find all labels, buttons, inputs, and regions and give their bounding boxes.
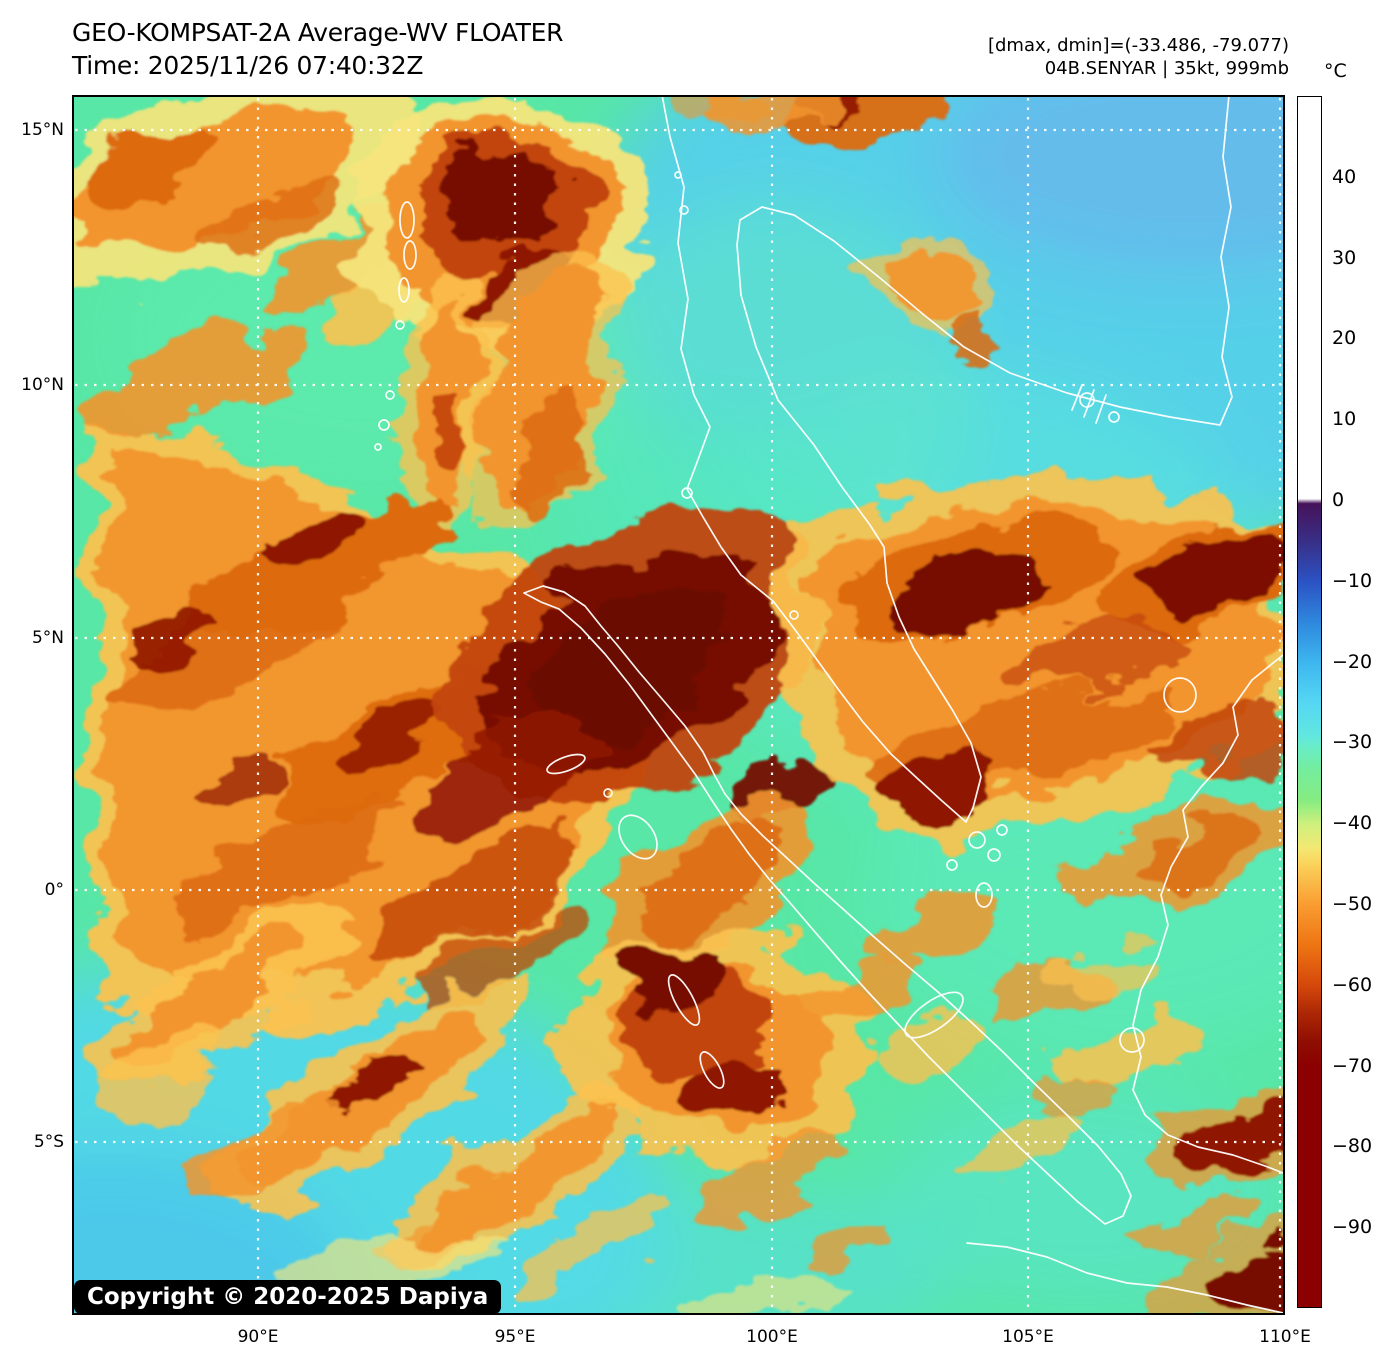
island-riau-4 (996, 824, 1008, 836)
dmax-dmin-readout: [dmax, dmin]=(-33.486, -79.077) (987, 35, 1289, 56)
colorbar-tick-label: −40 (1332, 812, 1373, 835)
latitude-label: 15°N (21, 120, 64, 140)
imagery-layers (72, 95, 1285, 1315)
colorbar-tick-label: −70 (1332, 1054, 1373, 1077)
coastline-malay-peninsula-indochina (661, 95, 1233, 823)
colorbar-tick-label: −90 (1332, 1216, 1373, 1239)
island-phuket (681, 487, 693, 499)
island-penang (789, 610, 799, 620)
colorbar-tick-label: 0 (1332, 489, 1345, 511)
latitude-label: 5°S (33, 1132, 64, 1152)
colorbar-tick-label: 30 (1332, 246, 1357, 269)
colorbar-tick-label: 10 (1332, 408, 1357, 431)
island-andaman-4 (395, 320, 405, 330)
coastline-sumatra (523, 585, 1132, 1225)
island-simeulue (546, 753, 586, 775)
colorbar-unit-label: °C (1324, 60, 1347, 82)
island-myanmar-1 (674, 171, 682, 179)
longitude-label: 90°E (237, 1327, 279, 1347)
colorbar-tick-label: −50 (1332, 893, 1373, 915)
island-myanmar-2 (679, 205, 689, 215)
longitude-label: 105°E (1002, 1327, 1054, 1347)
island-nias (618, 814, 658, 860)
longitude-label: 95°E (494, 1327, 536, 1347)
island-riau-2 (987, 848, 1001, 862)
colorbar-tick-label: −20 (1332, 650, 1373, 673)
satellite-map (72, 95, 1285, 1315)
island-lingga (975, 882, 993, 908)
annotation-block: [dmax, dmin]=(-33.486, -79.077) 04B.SENY… (988, 34, 1289, 80)
island-belitung (1119, 1027, 1145, 1053)
colorbar (1297, 96, 1322, 1308)
page-title: GEO-KOMPSAT-2A Average-WV FLOATER (72, 18, 564, 47)
island-riau-3 (946, 859, 958, 871)
latitude-label: 10°N (21, 375, 64, 395)
island-andaman-2 (403, 240, 417, 270)
colorbar-tick-label: −80 (1332, 1135, 1373, 1158)
mekong-delta-channels (1071, 384, 1107, 424)
island-banyak (603, 788, 613, 798)
latitude-label: 0° (44, 880, 64, 900)
timestamp: Time: 2025/11/26 07:40:32Z (72, 51, 424, 80)
island-nicobar-2 (378, 419, 390, 431)
island-nicobar-1 (385, 390, 395, 400)
island-andaman-3 (398, 277, 410, 303)
colorbar-tick-label: −30 (1332, 731, 1373, 754)
island-riau-1 (968, 831, 986, 849)
cloud-field (72, 95, 1285, 1315)
colorbar-tick-label: −60 (1332, 973, 1373, 996)
island-con-dao (1108, 411, 1120, 423)
copyright-badge: Copyright © 2020-2025 Dapiya (74, 1280, 502, 1314)
island-mentawai-2 (699, 1051, 725, 1089)
title-block: GEO-KOMPSAT-2A Average-WV FLOATER Time: … (72, 16, 563, 82)
island-nicobar-3 (374, 443, 382, 451)
colorbar-tick-label: 40 (1332, 165, 1357, 188)
coastlines (374, 95, 1284, 1314)
longitude-label: 100°E (746, 1327, 798, 1347)
coastline-borneo (1132, 654, 1284, 1174)
map-border (72, 95, 1285, 1315)
island-bangka (904, 991, 964, 1039)
island-andaman-1 (399, 201, 415, 239)
island-natuna (1163, 677, 1197, 713)
storm-info: 04B.SENYAR | 35kt, 999mb (1044, 58, 1289, 79)
longitude-label: 110°E (1259, 1327, 1311, 1347)
colorbar-tick-label: 20 (1332, 327, 1357, 350)
island-mentawai-1 (667, 974, 701, 1026)
graticule (75, 98, 1282, 1312)
coastline-java (966, 1242, 1284, 1314)
colorbar-tick-label: −10 (1332, 569, 1373, 592)
water-vapor-image (72, 95, 1285, 1315)
latitude-label: 5°N (31, 628, 64, 648)
